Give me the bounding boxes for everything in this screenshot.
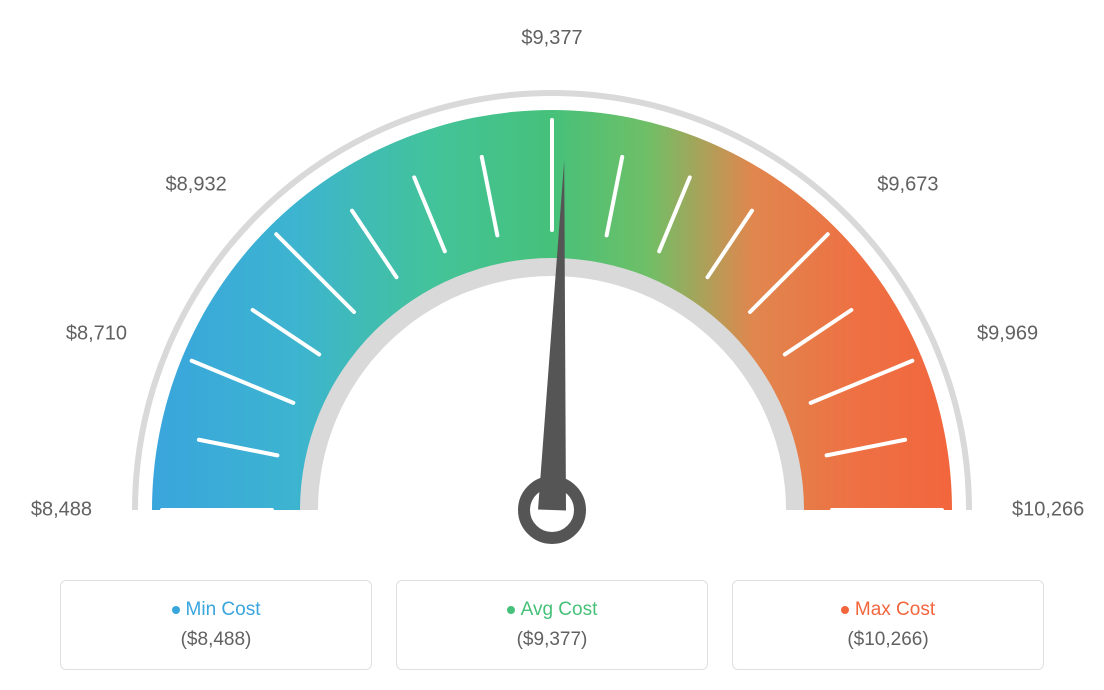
legend-max-card: Max Cost ($10,266) — [732, 580, 1044, 670]
gauge-tick-label: $9,377 — [521, 27, 582, 50]
gauge-chart: $8,488 $8,710 $8,932 $9,377 $9,673 $9,969 $10,… — [20, 20, 1084, 560]
legend-min-label: Min Cost — [186, 599, 261, 620]
legend-max-dot — [841, 606, 849, 614]
gauge-tick-label: $8,488 — [31, 499, 92, 522]
legend-avg-card: Avg Cost ($9,377) — [396, 580, 708, 670]
legend-max-title: Max Cost — [745, 599, 1031, 621]
gauge-tick-label: $8,932 — [166, 173, 227, 196]
legend-min-dot — [172, 606, 180, 614]
legend-max-value: ($10,266) — [745, 629, 1031, 651]
legend-max-label: Max Cost — [855, 599, 935, 620]
gauge-tick-label: $9,969 — [977, 322, 1038, 345]
legend-avg-value: ($9,377) — [409, 629, 695, 651]
gauge-svg — [20, 20, 1084, 560]
legend-avg-label: Avg Cost — [521, 599, 598, 620]
legend-avg-title: Avg Cost — [409, 599, 695, 621]
legend-row: Min Cost ($8,488) Avg Cost ($9,377) Max … — [20, 580, 1084, 670]
gauge-tick-label: $9,673 — [877, 173, 938, 196]
gauge-tick-label: $8,710 — [66, 322, 127, 345]
legend-min-card: Min Cost ($8,488) — [60, 580, 372, 670]
gauge-tick-label: $10,266 — [1012, 499, 1084, 522]
legend-min-value: ($8,488) — [73, 629, 359, 651]
legend-min-title: Min Cost — [73, 599, 359, 621]
legend-avg-dot — [507, 606, 515, 614]
